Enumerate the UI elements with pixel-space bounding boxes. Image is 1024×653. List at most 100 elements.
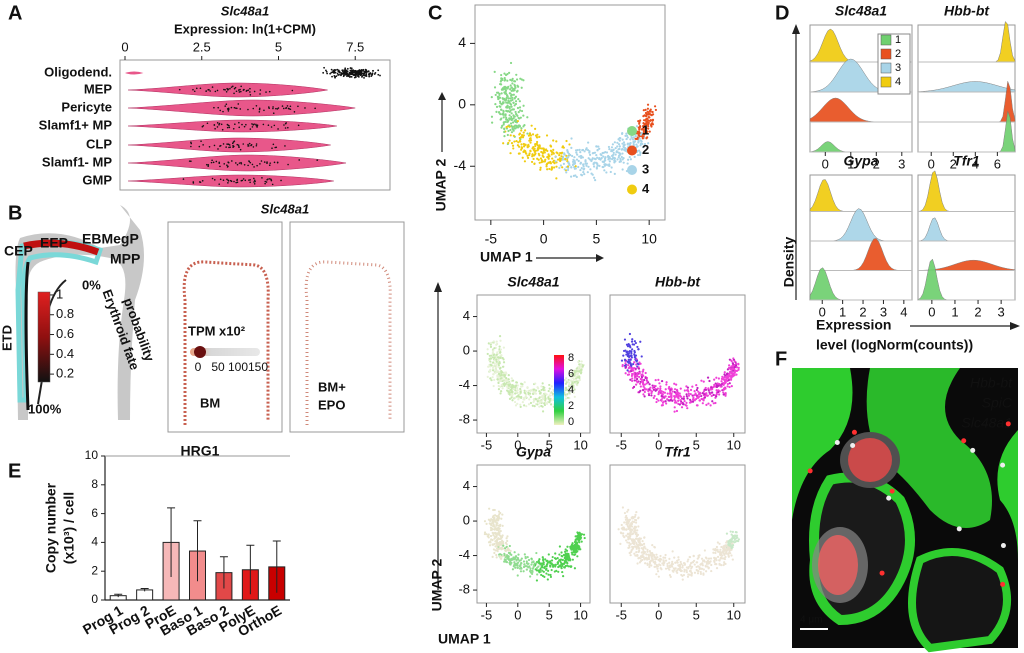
cell-dot — [627, 354, 630, 357]
cell-dot — [554, 160, 557, 163]
cell-dot — [541, 405, 544, 408]
cell-dot — [224, 89, 226, 91]
cell-dot — [554, 565, 557, 568]
cell-dot — [578, 155, 581, 158]
axis-label: UMAP 1 — [480, 249, 533, 265]
cell-dot — [361, 75, 364, 77]
cell-dot — [682, 395, 686, 398]
cell-dot — [572, 551, 576, 554]
cell-dot — [644, 562, 647, 565]
umap-frame — [476, 294, 591, 434]
x-tick-label: -5 — [485, 231, 498, 247]
cell-dot — [619, 152, 622, 155]
cell-dot — [557, 570, 560, 573]
cell-dot — [554, 563, 557, 566]
cell-dot — [727, 543, 730, 546]
cell-dot — [586, 171, 589, 174]
cell-dot — [492, 349, 495, 352]
density-ridge — [809, 267, 912, 301]
cell-dot — [209, 90, 211, 92]
cell-dot — [617, 143, 621, 146]
cell-dot — [607, 158, 610, 161]
cell-dot — [499, 348, 503, 351]
cell-dot — [647, 116, 650, 119]
cell-dot — [377, 73, 380, 76]
cell-dot — [190, 141, 192, 144]
cell-dot — [316, 159, 319, 161]
cell-dot — [533, 147, 536, 150]
cell-dot — [719, 548, 722, 551]
legend-swatch — [627, 145, 637, 156]
cell-dot — [247, 164, 249, 167]
channel-label: SpiC — [982, 395, 1013, 411]
cell-dot — [631, 548, 634, 551]
cell-dot — [540, 147, 544, 150]
cell-dot — [513, 561, 516, 564]
cell-dot — [713, 548, 716, 552]
cell-dot — [682, 397, 685, 400]
cell-dot — [498, 533, 501, 537]
cell-dot — [580, 174, 584, 177]
cell-dot — [333, 74, 336, 77]
cell-dot — [650, 125, 653, 128]
cell-dot — [723, 371, 726, 374]
cell-dot — [666, 398, 669, 401]
cell-dot — [258, 111, 261, 113]
cell-dot — [517, 98, 520, 101]
x-tick-label: -5 — [615, 437, 627, 452]
cell-dot — [275, 107, 277, 110]
cell-dot — [621, 142, 624, 145]
cell-dot — [234, 123, 236, 126]
cell-dot — [499, 339, 502, 342]
cell-dot — [508, 392, 511, 396]
cell-dot — [511, 393, 514, 396]
cell-dot — [549, 573, 552, 577]
cell-dot — [630, 135, 633, 138]
cell-dot — [667, 395, 670, 399]
cell-dot — [700, 562, 703, 565]
cell-dot — [543, 565, 547, 568]
cell-dot — [675, 401, 678, 404]
cell-dot — [516, 402, 519, 405]
cell-dot — [523, 553, 526, 556]
cell-dot — [644, 114, 648, 117]
cell-dot — [351, 73, 354, 76]
cell-dot — [690, 565, 694, 568]
cell-dot — [663, 561, 666, 564]
cell-dot — [681, 574, 684, 578]
cell-dot — [691, 398, 695, 401]
gene-title: Gypa — [843, 153, 878, 169]
cell-dot — [655, 400, 658, 404]
cell-dot — [647, 121, 650, 125]
cell-dot — [635, 380, 639, 383]
cell-dot — [685, 395, 688, 398]
cell-dot — [270, 178, 272, 181]
cell-dot — [519, 136, 523, 139]
cell-dot — [566, 558, 570, 561]
cell-dot — [706, 394, 710, 397]
cell-dot — [563, 550, 567, 553]
cell-dot — [695, 388, 699, 392]
cell-dot — [241, 179, 244, 182]
cell-dot — [518, 100, 521, 103]
cell-dot — [529, 137, 532, 140]
cell-dot — [576, 153, 579, 156]
cell-dot — [252, 146, 255, 148]
cell-dot — [722, 551, 725, 555]
cell-dot — [691, 385, 694, 388]
cell-dot — [539, 157, 543, 160]
cell-dot — [516, 574, 519, 577]
chart-title: Slc48a1 — [221, 3, 269, 18]
cell-dot — [647, 119, 650, 122]
cell-dot — [625, 516, 629, 520]
cell-dot — [673, 410, 676, 413]
cell-dot — [686, 397, 689, 400]
cell-dot — [485, 522, 488, 525]
cell-dot — [570, 565, 573, 568]
cell-dot — [621, 152, 624, 155]
cell-dot — [584, 148, 588, 151]
cell-dot — [642, 368, 645, 371]
cell-dot — [496, 378, 499, 381]
cell-dot — [625, 353, 628, 356]
cell-dot — [536, 144, 539, 147]
